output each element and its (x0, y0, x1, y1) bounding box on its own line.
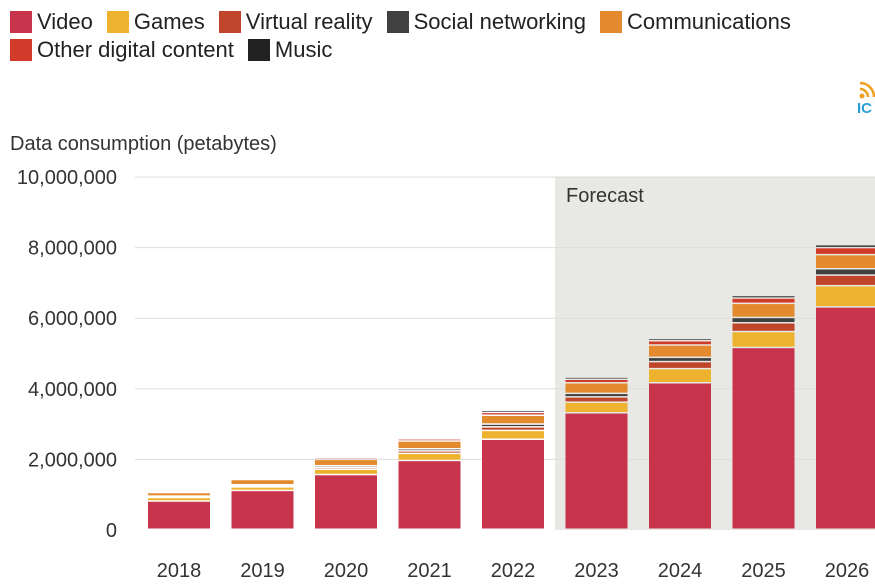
legend-label: Virtual reality (245, 9, 373, 34)
y-tick-label: 4,000,000 (28, 379, 117, 401)
bar-segment (231, 480, 294, 485)
legend-label: Video (37, 9, 93, 34)
legend-swatch (10, 11, 32, 33)
bar-segment (315, 475, 377, 529)
bar-segment (148, 501, 210, 529)
bar-segment (816, 275, 875, 285)
bar-segment (649, 383, 711, 529)
bar-segment (816, 286, 875, 307)
logo-text: IC (857, 100, 872, 117)
forecast-label: Forecast (566, 185, 644, 207)
bar-segment (482, 413, 544, 415)
rss-feed-icon-part (859, 93, 865, 99)
legend-item: Games (106, 9, 205, 35)
x-tick-label: 2023 (574, 560, 619, 582)
y-axis-label: Data consumption (petabytes) (10, 133, 277, 155)
bar-segment (482, 424, 544, 427)
legend-label: Communications (627, 9, 791, 34)
legend-item: Other digital content (10, 37, 234, 63)
legend-label: Music (274, 37, 333, 62)
bar-segment (816, 269, 875, 275)
legend: Video Games Virtual reality Social networki… (10, 8, 870, 64)
legend-swatch (106, 11, 129, 33)
legend-row: Video Games Virtual reality Social networki… (10, 8, 870, 36)
bar-segment (565, 397, 628, 402)
legend-label: Other digital content (37, 37, 234, 62)
bar-segment (565, 413, 628, 529)
legend-item: Video (10, 9, 93, 35)
bar-segment (565, 377, 628, 379)
bar-segment (649, 362, 711, 368)
legend-row: Other digital content Music (10, 36, 870, 64)
bar-segment (315, 469, 377, 474)
x-tick-label: 2026 (825, 560, 870, 582)
bar-segment (649, 369, 711, 383)
x-tick-label: 2021 (407, 560, 452, 582)
bar-segment (732, 318, 795, 322)
bar-segment (398, 439, 461, 441)
bar-segment (148, 493, 210, 496)
legend-swatch (386, 11, 409, 33)
bar-segment (816, 248, 875, 254)
rss-feed-icon (859, 81, 875, 99)
x-tick-label: 2018 (157, 560, 202, 582)
bar-segment (398, 454, 461, 460)
bar-segment (816, 307, 875, 529)
y-tick-label: 2,000,000 (28, 449, 117, 471)
bar-segment (732, 304, 795, 317)
legend-swatch (600, 11, 622, 33)
y-tick-label: 6,000,000 (28, 308, 117, 330)
x-tick-label: 2025 (741, 560, 786, 582)
bar-segment (398, 449, 461, 451)
bar-segment (482, 427, 544, 430)
legend-swatch (218, 11, 241, 33)
x-tick-label: 2020 (324, 560, 369, 582)
x-tick-label: 2024 (658, 560, 703, 582)
bar-segment (231, 487, 294, 490)
bar-segment (649, 339, 711, 340)
bar-segment (398, 461, 461, 529)
bar-segment (482, 431, 544, 439)
y-tick-label: 8,000,000 (28, 238, 117, 260)
legend-label: Games (133, 9, 205, 34)
bar-segment (398, 441, 461, 449)
bar-segment (482, 411, 544, 412)
x-tick-label: 2022 (491, 560, 536, 582)
bar-segment (732, 332, 795, 347)
legend-swatch (10, 39, 32, 61)
bar-segment (816, 255, 875, 268)
bar-segment (565, 383, 628, 393)
legend-label: Social networking (413, 9, 586, 34)
bar-segment (732, 298, 795, 303)
bar-segment (816, 245, 875, 247)
legend-swatch (247, 39, 270, 61)
bar-segment (482, 415, 544, 424)
bar-segment (565, 394, 628, 397)
x-tick-label: 2019 (240, 560, 285, 582)
legend-item: Music (247, 37, 333, 63)
bar-segment (649, 341, 711, 345)
y-tick-label: 10,000,000 (17, 167, 117, 189)
bar-segment (398, 451, 461, 453)
bar-segment (732, 348, 795, 529)
rss-feed-icon-part (859, 81, 875, 98)
bar-segment (732, 296, 795, 298)
bar-segment (649, 345, 711, 357)
bar-segment (565, 402, 628, 413)
bar-segment (482, 439, 544, 529)
bar-segment (231, 491, 294, 529)
bar-segment (315, 460, 377, 465)
y-tick-label: 0 (106, 520, 117, 542)
bar-segment (649, 358, 711, 361)
bar-segment (732, 323, 795, 331)
rss-feed-icon-part (859, 87, 870, 98)
legend-item: Communications (600, 9, 791, 35)
legend-item: Social networking (386, 9, 586, 35)
bar-segment (565, 379, 628, 383)
legend-item: Virtual reality (218, 9, 373, 35)
bar-segment (148, 498, 210, 501)
